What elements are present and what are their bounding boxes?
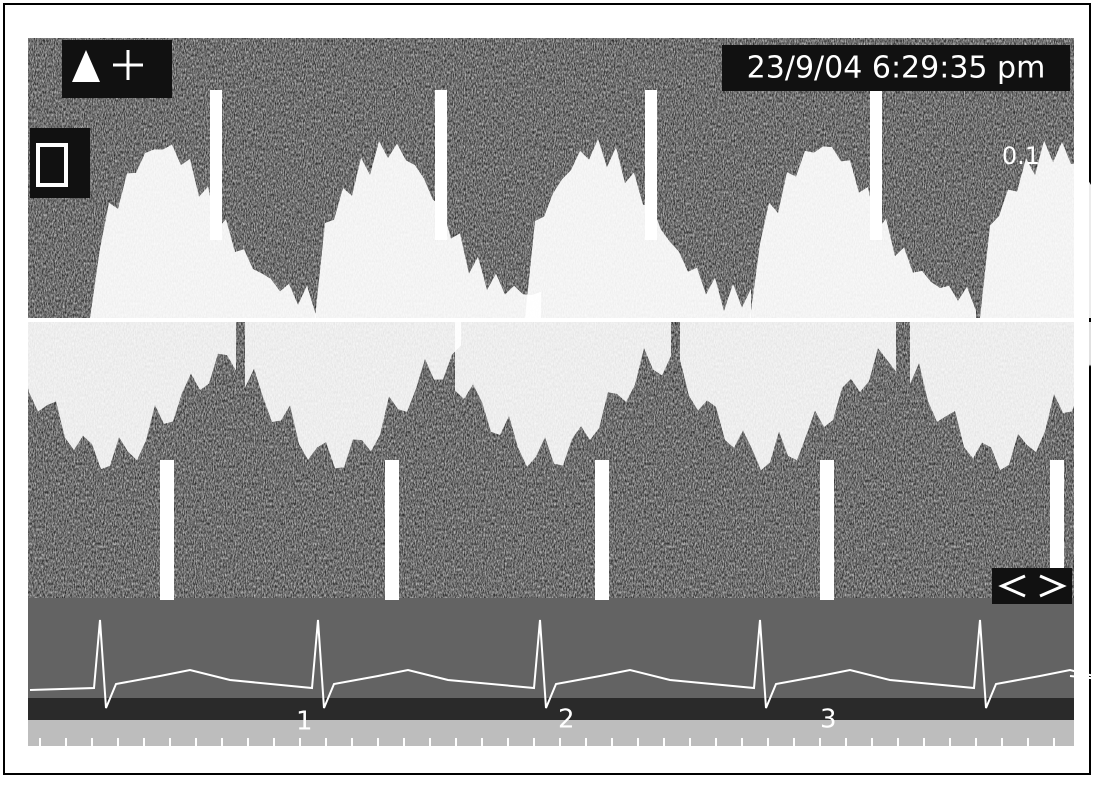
spike [595, 460, 609, 600]
spike [385, 460, 399, 600]
spike [645, 90, 657, 240]
ultrasound-screen: 23/9/04 6:29:35 pm 0.1 1 2 3 [0, 0, 1096, 781]
beat-marker: 3 [820, 705, 837, 735]
page: 23/9/04 6:29:35 pm 0.1 1 2 3 (() => { co… [0, 0, 1096, 781]
timeline-strip [28, 720, 1074, 746]
beat-marker: 2 [558, 705, 575, 735]
scale-label: 0.1 [1002, 142, 1040, 170]
spike [870, 90, 882, 240]
spike [210, 90, 222, 240]
beat-marker: 1 [296, 707, 313, 737]
spike [435, 90, 447, 240]
timestamp: 23/9/04 6:29:35 pm [747, 51, 1046, 86]
spike [160, 460, 174, 600]
spike [820, 460, 834, 600]
